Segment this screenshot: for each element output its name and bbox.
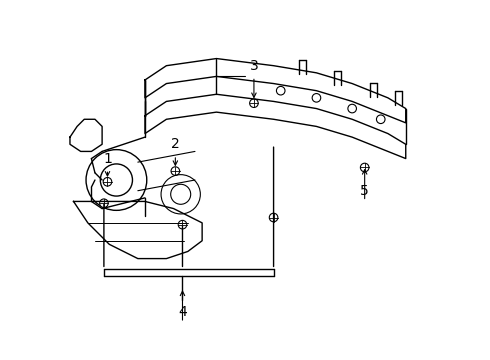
- Circle shape: [171, 167, 180, 175]
- Text: 5: 5: [360, 184, 369, 198]
- Text: 3: 3: [249, 59, 258, 73]
- Circle shape: [270, 213, 278, 222]
- Circle shape: [360, 163, 369, 172]
- Text: 4: 4: [178, 305, 187, 319]
- Text: 1: 1: [103, 152, 112, 166]
- Circle shape: [178, 220, 187, 229]
- Circle shape: [99, 199, 108, 207]
- Circle shape: [103, 177, 112, 186]
- Circle shape: [249, 99, 258, 108]
- Text: 2: 2: [171, 137, 180, 151]
